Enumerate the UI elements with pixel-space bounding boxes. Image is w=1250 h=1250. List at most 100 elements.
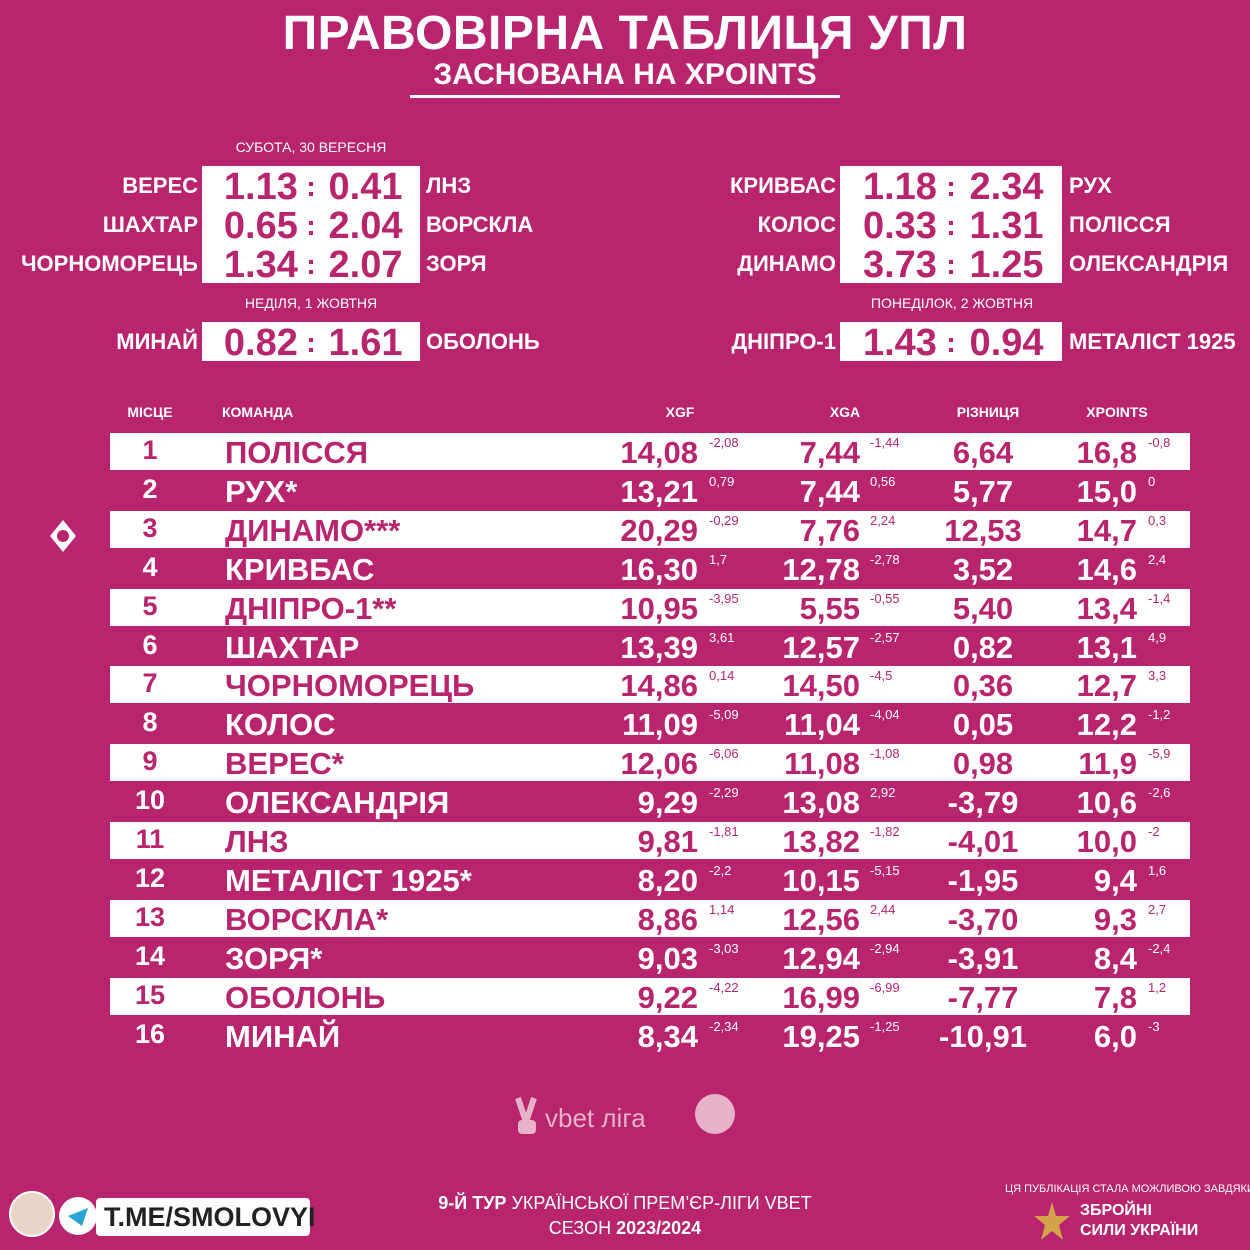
xga-delta: 0,56 (870, 473, 896, 489)
score-separator (949, 338, 953, 352)
xga-delta: -1,82 (870, 824, 900, 839)
match-date: СУБОТА, 30 ВЕРЕСНЯ (235, 139, 387, 155)
team: ПОЛІССЯ (225, 435, 369, 470)
xgf: 13,39 (620, 629, 698, 665)
xpoints-delta: 0,3 (1148, 512, 1167, 528)
team: ОЛЕКСАНДРІЯ (225, 785, 450, 821)
place: 6 (142, 629, 158, 660)
xga: 19,25 (782, 1018, 860, 1054)
xpoints-delta: 4,9 (1148, 629, 1167, 645)
team: ОБОЛОНЬ (225, 979, 386, 1015)
xpoints: 6,0 (1093, 1018, 1137, 1054)
score-separator (949, 221, 953, 235)
row-background (110, 744, 1190, 782)
xgf-delta: -1,81 (709, 824, 739, 839)
difference: 5,77 (952, 473, 1014, 509)
club-logo (50, 520, 76, 552)
difference: 3,52 (952, 551, 1014, 587)
difference: -3,79 (947, 785, 1019, 821)
xgf: 13,21 (620, 473, 698, 509)
xpoints-delta: -2 (1148, 824, 1160, 839)
xgf-delta: 0,79 (709, 473, 735, 489)
away-xg: 2.04 (328, 205, 403, 247)
telegram-link[interactable]: T.ME/SMOLOVYI (104, 1202, 316, 1232)
xpoints-delta: -3 (1148, 1018, 1160, 1034)
xga: 14,50 (782, 668, 860, 704)
xgf-delta: 3,61 (709, 629, 735, 645)
difference: 0,82 (952, 629, 1014, 665)
home-team: КОЛОС (757, 212, 836, 237)
column-header: XPOINTS (1086, 404, 1148, 420)
away-team: МЕТАЛІСТ 1925 (1069, 329, 1236, 354)
place: 15 (134, 979, 166, 1010)
home-xg: 1.13 (223, 166, 298, 208)
xga: 7,76 (799, 512, 860, 548)
difference: -3,70 (947, 901, 1019, 937)
team: РУХ* (225, 473, 298, 509)
place: 12 (134, 862, 166, 893)
team: МЕТАЛІСТ 1925* (225, 862, 472, 898)
league-logo (515, 1094, 735, 1134)
xgf: 12,06 (620, 746, 698, 782)
home-xg: 1.34 (223, 244, 298, 286)
home-xg: 0.65 (223, 205, 298, 247)
place: 9 (142, 746, 158, 777)
xga-delta: -2,57 (870, 629, 900, 645)
away-team: РУХ (1069, 173, 1112, 198)
xgf-delta: -5,09 (709, 707, 739, 723)
xgf: 14,08 (620, 435, 698, 470)
difference: -7,77 (947, 979, 1019, 1015)
away-xg: 0.94 (969, 322, 1044, 364)
xga-delta: -4,04 (870, 707, 900, 723)
round: 9-Й ТУР (438, 1193, 507, 1213)
row-background (110, 666, 1190, 704)
difference: 5,40 (952, 590, 1014, 626)
xpoints: 13,1 (1076, 629, 1137, 665)
home-team: ДИНАМО (737, 251, 836, 276)
xpoints: 12,7 (1076, 668, 1137, 704)
xpoints-delta: -1,2 (1148, 707, 1171, 723)
match-date: ПОНЕДІЛОК, 2 ЖОВТНЯ (870, 295, 1034, 311)
column-header: XGF (665, 404, 695, 420)
xgf: 8,86 (637, 901, 698, 937)
difference: 6,64 (952, 435, 1014, 470)
away-xg: 1.25 (969, 244, 1044, 286)
home-team: ДНІПРО-1 (731, 329, 836, 354)
xga-delta: -1,08 (870, 746, 900, 762)
column-header: КОМАНДА (222, 404, 294, 420)
xgf-delta: -0,29 (709, 512, 739, 528)
xga: 12,94 (782, 940, 860, 976)
xga: 5,55 (799, 590, 860, 626)
season: 2023/2024 (616, 1218, 702, 1238)
xpoints-delta: -2,6 (1148, 785, 1171, 801)
away-team: ЗОРЯ (426, 251, 487, 276)
team: ДНІПРО-1** (225, 590, 397, 626)
place: 1 (142, 435, 158, 465)
xgf-delta: -3,03 (709, 940, 739, 956)
xga: 13,82 (782, 824, 860, 859)
xga: 11,04 (784, 707, 860, 743)
team: ЧОРНОМОРЕЦЬ (225, 668, 475, 704)
xga-delta: -1,44 (870, 435, 900, 450)
sponsor-line: СИЛИ УКРАЇНИ (1080, 1222, 1199, 1239)
xgf: 9,29 (637, 785, 698, 821)
xpoints: 9,3 (1093, 901, 1137, 937)
sponsor-emblem (1034, 1202, 1070, 1240)
xgf: 14,86 (620, 668, 698, 704)
difference: -10,91 (939, 1018, 1027, 1054)
column-header: XGA (829, 404, 861, 420)
place: 11 (135, 824, 165, 854)
away-team: ЛНЗ (426, 173, 472, 198)
home-xg: 1.18 (862, 166, 937, 208)
difference: 12,53 (944, 512, 1022, 548)
away-xg: 1.61 (328, 322, 403, 364)
place: 16 (134, 1018, 166, 1049)
xpoints: 15,0 (1076, 473, 1137, 509)
xpoints-delta: 0 (1148, 473, 1156, 489)
xpoints-delta: 1,6 (1148, 862, 1167, 878)
xpoints: 12,2 (1076, 707, 1137, 743)
match-date: НЕДІЛЯ, 1 ЖОВТНЯ (244, 295, 378, 311)
home-team: ШАХТАР (102, 212, 198, 237)
xgf: 8,34 (637, 1018, 698, 1054)
score-separator (949, 260, 953, 274)
